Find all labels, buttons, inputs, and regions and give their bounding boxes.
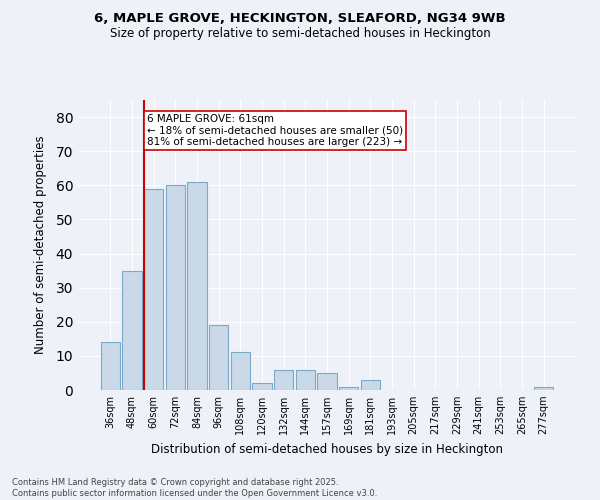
X-axis label: Distribution of semi-detached houses by size in Heckington: Distribution of semi-detached houses by … [151,442,503,456]
Bar [317,373,337,390]
Bar [122,270,142,390]
Bar [144,188,163,390]
Bar [296,370,315,390]
Bar [166,186,185,390]
Bar [339,386,358,390]
Bar [534,386,553,390]
Bar [187,182,207,390]
Text: Size of property relative to semi-detached houses in Heckington: Size of property relative to semi-detach… [110,28,490,40]
Y-axis label: Number of semi-detached properties: Number of semi-detached properties [34,136,47,354]
Text: 6, MAPLE GROVE, HECKINGTON, SLEAFORD, NG34 9WB: 6, MAPLE GROVE, HECKINGTON, SLEAFORD, NG… [94,12,506,26]
Bar [101,342,120,390]
Text: Contains HM Land Registry data © Crown copyright and database right 2025.
Contai: Contains HM Land Registry data © Crown c… [12,478,377,498]
Bar [252,383,272,390]
Text: 6 MAPLE GROVE: 61sqm
← 18% of semi-detached houses are smaller (50)
81% of semi-: 6 MAPLE GROVE: 61sqm ← 18% of semi-detac… [147,114,403,147]
Bar [361,380,380,390]
Bar [274,370,293,390]
Bar [209,325,229,390]
Bar [230,352,250,390]
